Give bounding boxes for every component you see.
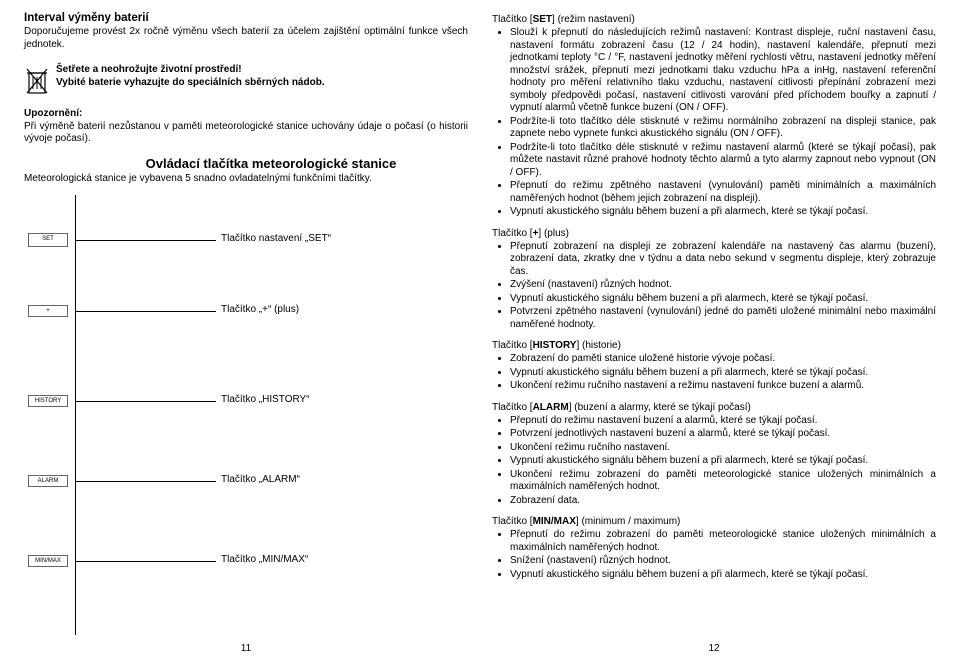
heading-battery-interval: Interval výměny baterií [24,12,468,24]
plus-button-list: Přepnutí zobrazení na displeji ze zobraz… [492,241,936,333]
label-minmax: Tlačítko „MIN/MAX“ [221,554,308,565]
list-item: Slouží k přepnutí do následujících režim… [510,27,936,115]
paragraph-controls: Meteorologická stanice je vybavena 5 sna… [24,173,468,186]
list-item: Ukončení režimu zobrazení do paměti mete… [510,469,936,494]
list-item: Zobrazení data. [510,495,936,508]
list-item: Vypnutí akustického signálu během buzení… [510,367,936,380]
heading-minmax-button: Tlačítko [MIN/MAX] (minimum / maximum) [492,516,936,527]
recycle-bin-icon [24,63,50,100]
device-side-illustration: SET + HISTORY ALARM MIN/MAX [24,195,76,635]
page-left: Interval výměny baterií Doporučujeme pro… [18,12,480,654]
list-item: Přepnutí do režimu zobrazení do paměti m… [510,529,936,554]
list-item: Podržíte-li toto tlačítko déle stisknuté… [510,116,936,141]
warning-heading: Upozornění: [24,108,82,119]
device-button-plus: + [28,305,68,317]
label-alarm: Tlačítko „ALARM“ [221,474,300,485]
list-item: Přepnutí do režimu zpětného nastavení (v… [510,180,936,205]
eco-notice: Šetřete a neohrožujte životní prostředí!… [24,63,468,100]
history-button-list: Zobrazení do paměti stanice uložené hist… [492,353,936,394]
minmax-button-list: Přepnutí do režimu zobrazení do paměti m… [492,529,936,582]
list-item: Vypnutí akustického signálu během buzení… [510,455,936,468]
device-button-alarm: ALARM [28,475,68,487]
page-right: Tlačítko [SET] (režim nastavení) Slouží … [480,12,942,654]
list-item: Zvýšení (nastavení) různých hodnot. [510,279,936,292]
list-item: Ukončení režimu ručního nastavení. [510,442,936,455]
paragraph-battery: Doporučujeme provést 2x ročně výměnu vše… [24,26,468,51]
lead-line [76,401,216,402]
heading-alarm-button: Tlačítko [ALARM] (buzení a alarmy, které… [492,402,936,413]
list-item: Zobrazení do paměti stanice uložené hist… [510,353,936,366]
list-item: Přepnutí do režimu nastavení buzení a al… [510,415,936,428]
heading-history-button: Tlačítko [HISTORY] (historie) [492,340,936,351]
diagram-labels: Tlačítko nastavení „SET“ Tlačítko „+“ (p… [76,195,468,635]
lead-line [76,311,216,312]
list-item: Podržíte-li toto tlačítko déle stisknuté… [510,142,936,180]
lead-line [76,240,216,241]
eco-text: Šetřete a neohrožujte životní prostředí!… [56,63,468,89]
label-history: Tlačítko „HISTORY“ [221,394,310,405]
page-number-left: 11 [24,635,468,654]
warning-text: Při výměně baterií nezůstanou v paměti m… [24,121,468,145]
warning-paragraph: Upozornění: Při výměně baterií nezůstano… [24,108,468,146]
list-item: Přepnutí zobrazení na displeji ze zobraz… [510,241,936,279]
button-diagram: SET + HISTORY ALARM MIN/MAX Tlačítko nas… [24,195,468,635]
lead-line [76,561,216,562]
list-item: Vypnutí akustického signálu během buzení… [510,206,936,219]
heading-plus-button: Tlačítko [+] (plus) [492,228,936,239]
label-plus: Tlačítko „+“ (plus) [221,304,299,315]
list-item: Snížení (nastavení) různých hodnot. [510,555,936,568]
eco-line-2: Vybité baterie vyhazujte do speciálních … [56,76,468,89]
lead-line [76,481,216,482]
list-item: Ukončení režimu ručního nastavení a reži… [510,380,936,393]
heading-set-button: Tlačítko [SET] (režim nastavení) [492,14,936,25]
set-button-list: Slouží k přepnutí do následujících režim… [492,27,936,220]
list-item: Vypnutí akustického signálu během buzení… [510,569,936,582]
list-item: Vypnutí akustického signálu během buzení… [510,293,936,306]
device-button-history: HISTORY [28,395,68,407]
list-item: Potvrzení zpětného nastavení (vynulování… [510,306,936,331]
page-number-right: 12 [492,635,936,654]
eco-line-1: Šetřete a neohrožujte životní prostředí! [56,63,468,76]
heading-control-buttons: Ovládací tlačítka meteorologické stanice [74,156,468,171]
device-button-set: SET [28,233,68,247]
device-button-minmax: MIN/MAX [28,555,68,567]
label-set: Tlačítko nastavení „SET“ [221,233,331,244]
list-item: Potvrzení jednotlivých nastavení buzení … [510,428,936,441]
alarm-button-list: Přepnutí do režimu nastavení buzení a al… [492,415,936,509]
